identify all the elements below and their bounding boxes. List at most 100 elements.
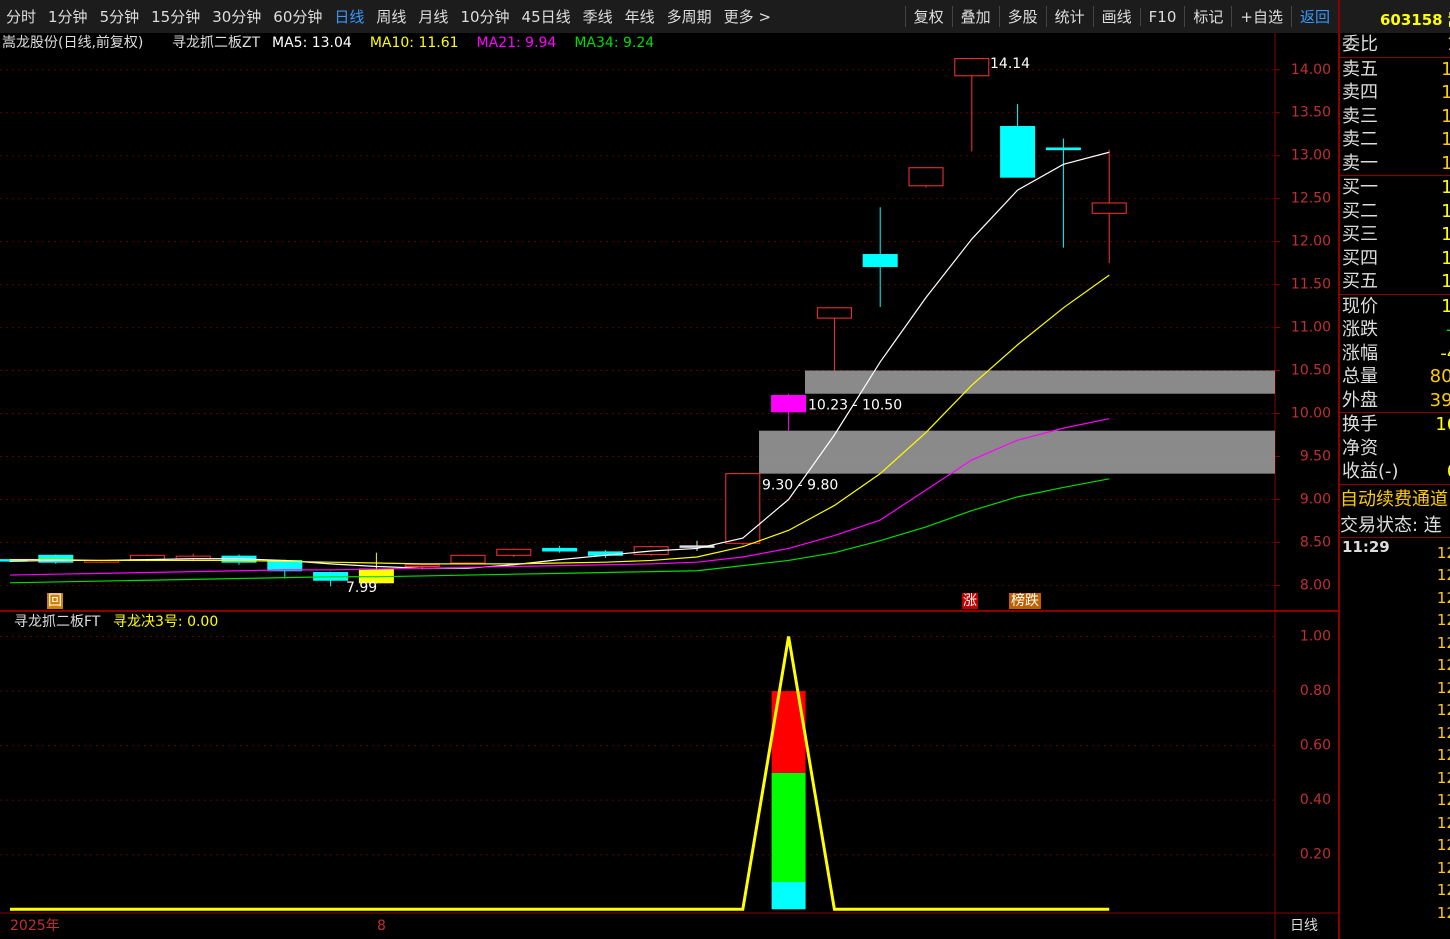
period-tab[interactable]: 5分钟 bbox=[99, 8, 140, 26]
period-tab[interactable]: 月线 bbox=[418, 8, 449, 26]
tick-price: 12 bbox=[1436, 723, 1450, 742]
period-tab[interactable]: 更多 > bbox=[723, 8, 772, 26]
tick-price: 12 bbox=[1436, 768, 1450, 787]
quote-label: 买四 bbox=[1342, 247, 1378, 269]
indicator-title: 寻龙抓二板FT bbox=[14, 614, 101, 630]
tick-price: 12 bbox=[1436, 701, 1450, 719]
stack-segment bbox=[771, 882, 806, 910]
candle-body bbox=[404, 564, 440, 567]
tool-button[interactable]: +自选 bbox=[1231, 6, 1291, 27]
period-tab[interactable]: 15分钟 bbox=[151, 8, 201, 26]
candle-body bbox=[725, 473, 761, 544]
quote-row: 买五 12 bbox=[1340, 270, 1450, 294]
ma-line bbox=[9, 151, 1110, 569]
period-tab[interactable]: 季线 bbox=[582, 8, 613, 26]
period-tab[interactable]: 分时 bbox=[6, 8, 37, 26]
tool-button[interactable]: F10 bbox=[1139, 7, 1185, 26]
period-tab[interactable]: 45日线 bbox=[521, 8, 571, 26]
info-indicator: 寻龙抓二板ZT bbox=[172, 35, 261, 51]
quote-row: 委比 1. bbox=[1340, 33, 1450, 57]
ma-legend: MA21: 9.94 bbox=[477, 35, 557, 51]
period-tab[interactable]: 日线 bbox=[334, 8, 365, 26]
quote-value: 12 bbox=[1441, 247, 1450, 271]
period-tab[interactable]: 1分钟 bbox=[48, 8, 88, 26]
tool-button[interactable]: 返回 bbox=[1290, 6, 1338, 27]
candle-body bbox=[1000, 125, 1036, 178]
price-zone bbox=[805, 370, 1275, 394]
quote-value: 807 bbox=[1429, 366, 1450, 387]
quote-value: 13 bbox=[1441, 128, 1450, 152]
tool-button[interactable]: 复权 bbox=[904, 6, 952, 27]
tick-price: 12 bbox=[1436, 746, 1450, 764]
candle-body bbox=[908, 167, 944, 187]
quote-value: 13 bbox=[1441, 81, 1450, 105]
quote-value: 393 bbox=[1429, 389, 1450, 411]
tick-price: 12 bbox=[1436, 566, 1450, 584]
y-tick-label: 1.00 bbox=[1300, 629, 1331, 645]
ma-line bbox=[9, 418, 1110, 576]
quote-value: 1. bbox=[1447, 33, 1450, 57]
status: 交易状态: 连 bbox=[1340, 514, 1442, 536]
period-tab[interactable]: 10分钟 bbox=[460, 8, 510, 26]
candle-body bbox=[954, 58, 990, 77]
quote-label: 现价 bbox=[1342, 295, 1378, 317]
quote-value: 12 bbox=[1441, 176, 1450, 200]
side-panel: 603158 嵩 委比 1. 卖五 13 卖四 13 卖三 13 卖二 13 卖一 13 买一 12 买二 1… bbox=[1338, 0, 1450, 939]
quote-row: 卖五 13 bbox=[1340, 56, 1450, 82]
quote-value: 12 bbox=[1441, 200, 1450, 224]
price-zone bbox=[759, 430, 1275, 474]
quote-row: 卖三 13 bbox=[1340, 105, 1450, 129]
period-label: 日线 bbox=[1290, 918, 1318, 934]
y-tick-label: 12.50 bbox=[1291, 191, 1331, 207]
ma-legend: MA34: 9.24 bbox=[574, 35, 654, 51]
signal: 回 bbox=[48, 593, 62, 609]
tick-price: 12 bbox=[1436, 543, 1450, 562]
zone-label: 10.23 - 10.50 bbox=[808, 398, 902, 414]
periods: 分时 1分钟 5分钟 15分钟 30分钟 60分钟 日线 周线 月线 10分钟 45日线 季线 年线 多周… bbox=[0, 6, 777, 27]
tool-button[interactable]: 标记 bbox=[1184, 6, 1231, 27]
quote-row: 收益(-) 0. bbox=[1340, 460, 1450, 484]
quote-value: 12 bbox=[1441, 270, 1450, 294]
tool-button[interactable]: 统计 bbox=[1045, 6, 1093, 27]
quote-value: 12 bbox=[1441, 223, 1450, 247]
period-tab[interactable]: 30分钟 bbox=[212, 8, 262, 26]
quote-label: 卖四 bbox=[1342, 82, 1378, 103]
quote-label: 外盘 bbox=[1342, 389, 1378, 411]
quote-value: 13 bbox=[1441, 152, 1450, 176]
quote-value: 16. bbox=[1435, 414, 1450, 435]
quote-label: 买二 bbox=[1342, 200, 1378, 222]
period-tab[interactable]: 多周期 bbox=[666, 8, 712, 26]
quote-label: 卖一 bbox=[1342, 152, 1378, 174]
quote-row: 买二 12 bbox=[1340, 200, 1450, 224]
indicator-header: 寻龙决3号: 0.00 bbox=[113, 614, 218, 630]
tool-button[interactable]: 多股 bbox=[998, 6, 1046, 27]
period-tab[interactable]: 年线 bbox=[624, 8, 655, 26]
tick-price: 12 bbox=[1436, 678, 1450, 697]
candle-body bbox=[38, 554, 74, 563]
quote-row: 外盘 393 bbox=[1340, 389, 1450, 413]
candle-body bbox=[771, 394, 807, 413]
period-tab[interactable]: 周线 bbox=[376, 8, 407, 26]
y-tick-label: 8.50 bbox=[1300, 534, 1331, 550]
quote-row: 现价 12 bbox=[1340, 293, 1450, 319]
quote-value: 12 bbox=[1441, 295, 1450, 319]
signal: 涨 bbox=[963, 593, 977, 609]
candle-body bbox=[542, 547, 578, 552]
quote-row: 卖一 13 bbox=[1340, 152, 1450, 176]
tick-price: 12 bbox=[1436, 858, 1450, 877]
quote-row: 卖二 13 bbox=[1340, 128, 1450, 152]
tools: 复权 叠加 多股 统计 画线 F10 标记 +自选 返回 bbox=[904, 0, 1338, 33]
period-tab[interactable]: 60分钟 bbox=[273, 8, 323, 26]
y-tick-label: 10.00 bbox=[1291, 406, 1331, 422]
quote-label: 卖二 bbox=[1342, 129, 1378, 150]
year-label: 2025年 bbox=[10, 918, 60, 934]
tick-list: 11:29 12 12 12 12 12 12 12 12 12 12 12 12 12 12 12 12 12 bbox=[1340, 536, 1450, 925]
tool-button[interactable]: 叠加 bbox=[951, 6, 999, 27]
quote-label: 委比 bbox=[1342, 34, 1378, 55]
tool-button[interactable]: 画线 bbox=[1092, 6, 1140, 27]
ma-legend: MA5: 13.04 bbox=[272, 35, 352, 51]
quote-label: 涨幅 bbox=[1342, 342, 1378, 364]
y-tick-label: 9.00 bbox=[1300, 491, 1331, 507]
tick-price: 12 bbox=[1436, 836, 1450, 854]
quote-row: 卖四 13 bbox=[1340, 81, 1450, 105]
